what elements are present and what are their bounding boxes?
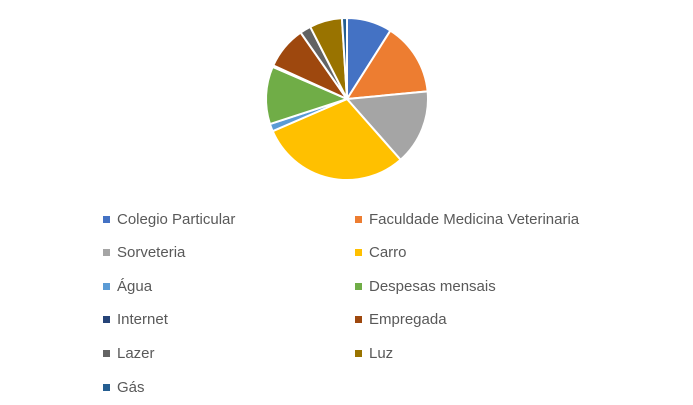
legend-label: Colegio Particular xyxy=(117,210,236,228)
legend-item-5: Despesas mensais xyxy=(355,277,496,295)
legend-item-1: Faculdade Medicina Veterinaria xyxy=(355,210,579,228)
legend-label: Água xyxy=(117,277,153,295)
legend-swatch xyxy=(355,316,362,324)
legend-item-8: Lazer xyxy=(103,344,155,362)
legend-label: Sorveteria xyxy=(117,244,186,262)
legend-label: Despesas mensais xyxy=(369,277,496,295)
legend-label: Faculdade Medicina Veterinaria xyxy=(369,210,580,228)
legend-swatch xyxy=(355,282,362,290)
legend-item-6: Internet xyxy=(103,311,168,329)
legend-label: Internet xyxy=(117,311,168,329)
legend-item-10: Gás xyxy=(103,378,145,396)
legend-swatch xyxy=(103,383,110,391)
legend-label: Empregada xyxy=(369,311,447,329)
legend-swatch xyxy=(103,282,110,290)
legend-item-0: Colegio Particular xyxy=(103,210,235,228)
legend-swatch xyxy=(355,215,362,223)
legend-swatch xyxy=(103,215,110,223)
legend-item-2: Sorveteria xyxy=(103,244,185,262)
legend-item-3: Carro xyxy=(355,244,407,262)
pie-slice-10 xyxy=(340,16,348,100)
legend-swatch xyxy=(103,316,110,324)
legend-label: Luz xyxy=(369,344,394,362)
legend-swatch xyxy=(103,349,110,357)
legend-swatch xyxy=(355,249,362,257)
legend-item-9: Luz xyxy=(355,344,393,362)
pie-slice-2 xyxy=(344,90,429,162)
legend-label: Lazer xyxy=(117,344,155,362)
legend-swatch xyxy=(355,349,362,357)
legend-item-7: Empregada xyxy=(355,311,447,329)
pie-slice-1 xyxy=(345,29,429,101)
legend-label: Gás xyxy=(117,378,145,396)
legend-label: Carro xyxy=(369,244,407,262)
legend-swatch xyxy=(103,249,110,257)
pie-slice-3 xyxy=(271,97,402,182)
legend-item-4: Água xyxy=(103,277,152,295)
